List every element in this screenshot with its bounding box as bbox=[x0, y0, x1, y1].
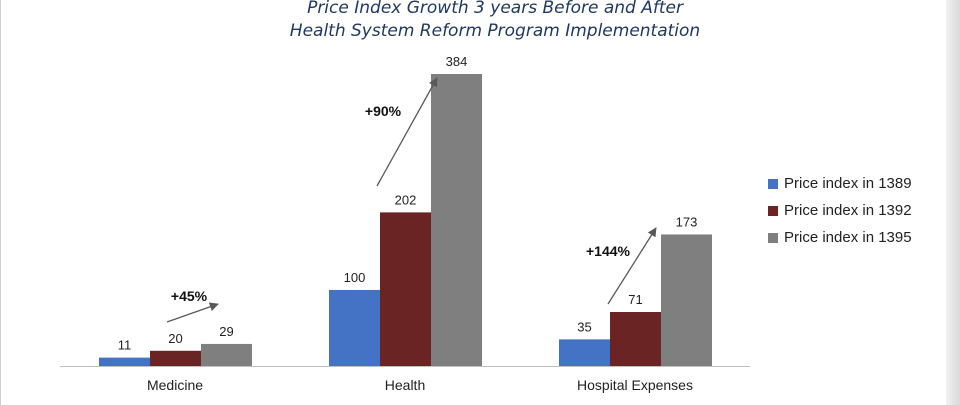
legend-item-1389: Price index in 1389 bbox=[768, 170, 912, 197]
value-label-health-0: 100 bbox=[344, 270, 366, 285]
bar-health-2 bbox=[431, 74, 482, 366]
legend-label-1389: Price index in 1389 bbox=[784, 175, 912, 192]
growth-annotation-0: +45% bbox=[171, 288, 208, 304]
growth-arrow-2 bbox=[607, 227, 657, 305]
value-label-hospital-expenses-1: 71 bbox=[628, 292, 642, 307]
value-label-health-1: 202 bbox=[395, 192, 417, 207]
bar-medicine-1 bbox=[150, 350, 201, 366]
growth-annotation-2: +144% bbox=[586, 243, 631, 259]
bar-hospital-expenses-0 bbox=[559, 339, 610, 366]
growth-arrow-1 bbox=[376, 77, 438, 187]
value-label-hospital-expenses-0: 35 bbox=[577, 319, 591, 334]
growth-annotation-1: +90% bbox=[365, 103, 402, 119]
legend-label-1392: Price index in 1392 bbox=[784, 202, 912, 219]
legend-label-1395: Price index in 1395 bbox=[784, 229, 912, 246]
bar-hospital-expenses-2 bbox=[661, 234, 712, 366]
legend-swatch-1392 bbox=[768, 205, 778, 216]
value-label-health-2: 384 bbox=[446, 54, 468, 69]
value-label-hospital-expenses-2: 173 bbox=[676, 214, 698, 229]
chart-legend: Price index in 1389 Price index in 1392 … bbox=[768, 170, 912, 251]
x-tick-label-hospital-expenses: Hospital Expenses bbox=[577, 377, 693, 393]
chart-title-line-1: Price Index Growth 3 years Before and Af… bbox=[307, 0, 683, 18]
bar-health-0 bbox=[329, 289, 380, 366]
x-tick-label-medicine: Medicine bbox=[147, 377, 203, 393]
growth-arrow-0 bbox=[166, 302, 219, 323]
page-edge-shadow bbox=[946, 0, 960, 405]
bar-medicine-0 bbox=[99, 357, 150, 366]
value-label-medicine-1: 20 bbox=[168, 331, 182, 346]
value-label-medicine-0: 11 bbox=[118, 338, 132, 353]
legend-swatch-1395 bbox=[768, 232, 778, 243]
bar-health-1 bbox=[380, 212, 431, 366]
x-tick-label-health: Health bbox=[385, 377, 425, 393]
chart-title-line-2: Health System Reform Program Implementat… bbox=[289, 21, 701, 41]
bar-medicine-2 bbox=[201, 343, 252, 366]
bar-hospital-expenses-1 bbox=[610, 312, 661, 366]
legend-swatch-1389 bbox=[768, 178, 778, 189]
value-label-medicine-2: 29 bbox=[219, 324, 233, 339]
legend-item-1392: Price index in 1392 bbox=[768, 197, 912, 224]
legend-item-1395: Price index in 1395 bbox=[768, 224, 912, 251]
